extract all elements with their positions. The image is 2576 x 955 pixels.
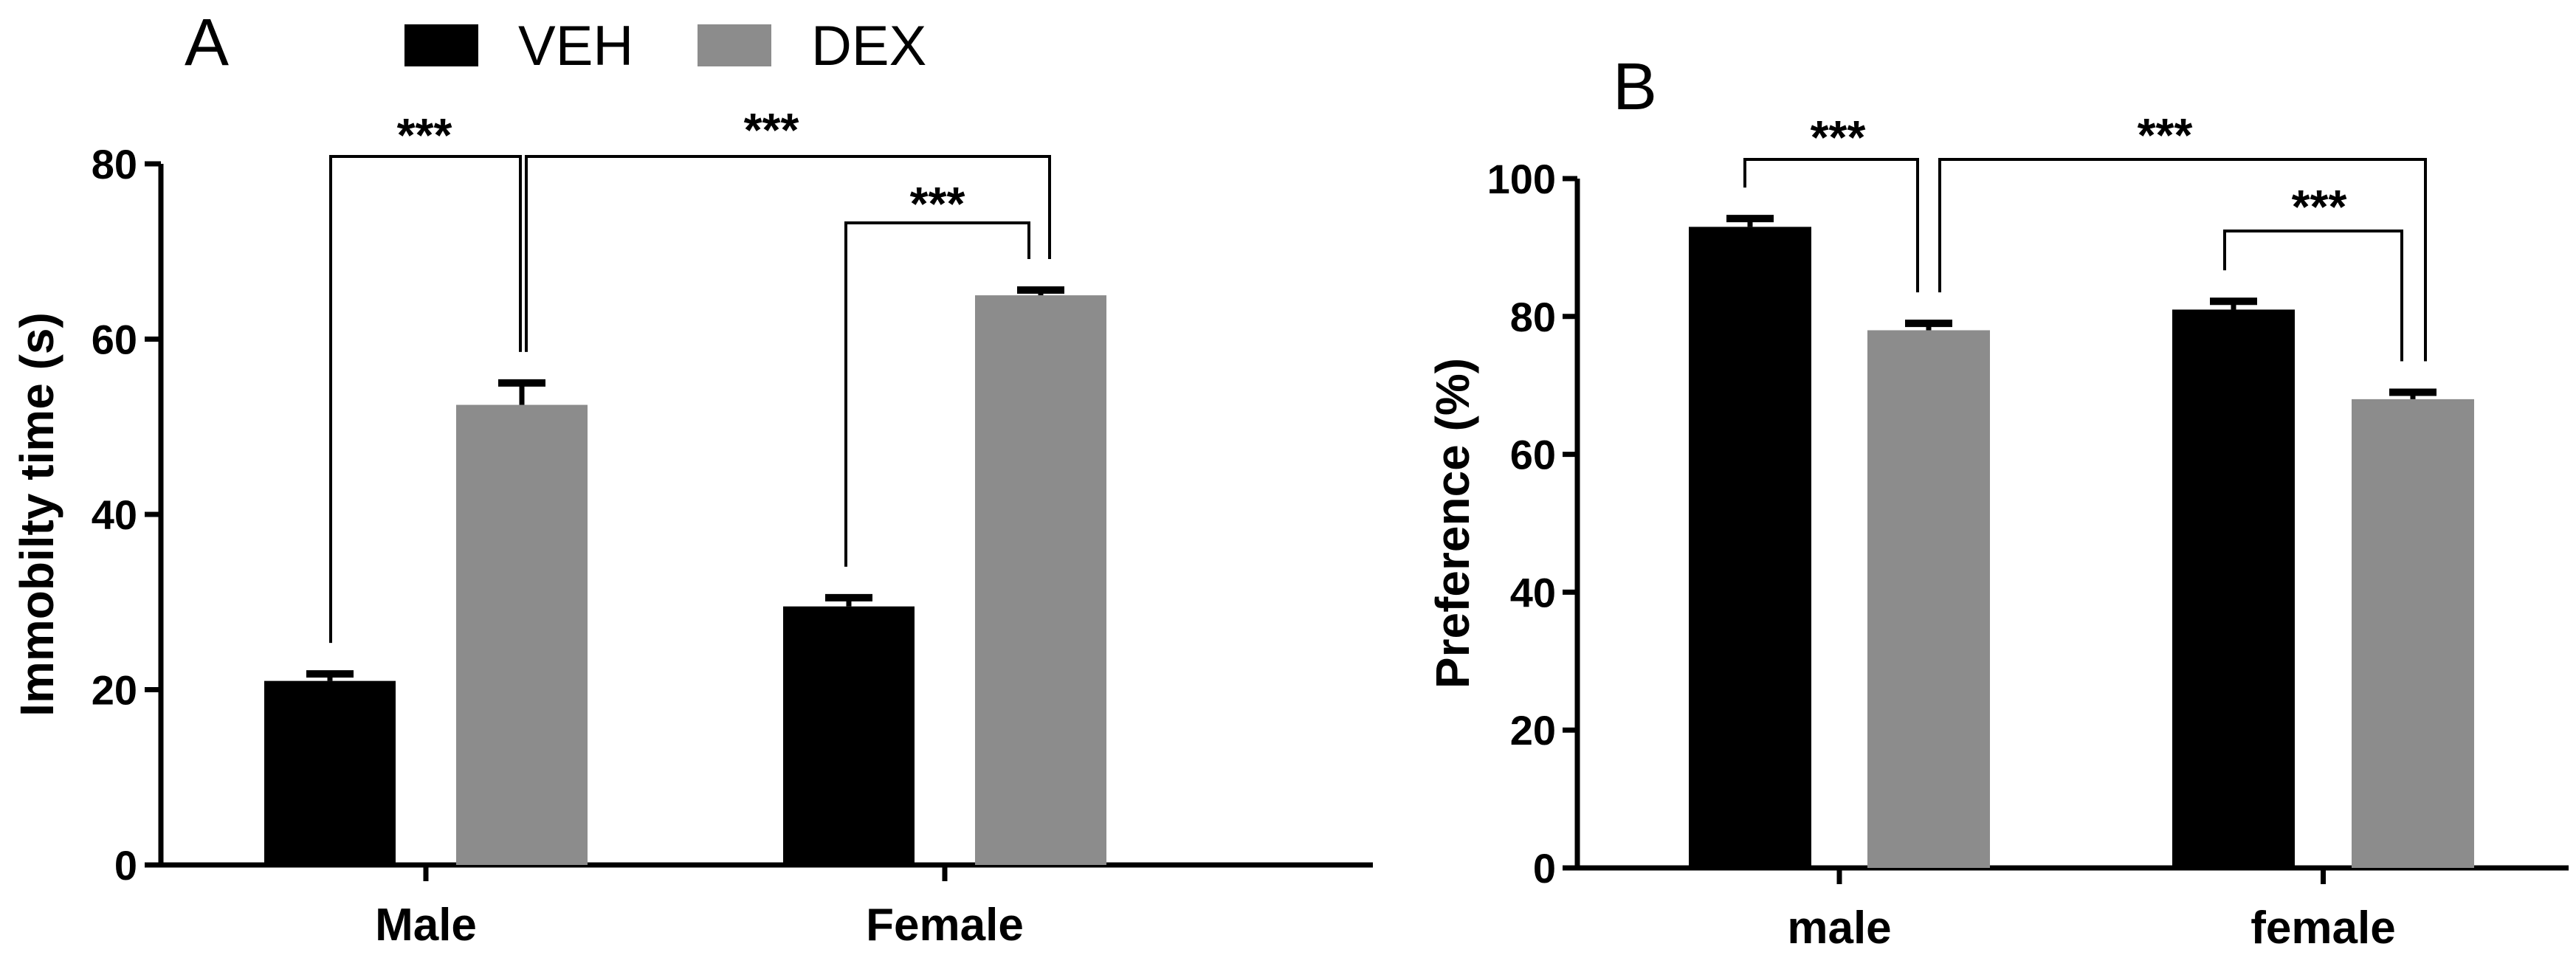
panel-a-significance-bracket — [525, 155, 1051, 352]
panel-b-bar-dex-male — [1867, 330, 1990, 869]
panel-a-y-tick-label: 20 — [92, 667, 137, 714]
panel-b-y-tick-label: 20 — [1510, 707, 1556, 754]
panel-b-significance-label: *** — [2138, 108, 2193, 162]
panel-b-significance-bracket — [1938, 158, 2427, 362]
panel-b-x-tick-label: female — [2250, 903, 2395, 954]
panel-b-y-tick-label: 60 — [1510, 432, 1556, 478]
panel-a-y-tick-label: 0 — [114, 842, 137, 889]
panel-b-y-axis-label: Preference (%) — [1426, 358, 1479, 689]
panel-a-chart: Immobilty time (s) 0 20 40 60 80 Male Female **… — [10, 103, 1373, 951]
panel-a-bar-veh-female — [783, 606, 915, 865]
panel-a-bar-dex-female — [975, 295, 1106, 865]
panel-a-bar-dex-male — [456, 404, 588, 865]
panel-b-y-tick-label: 80 — [1510, 294, 1556, 340]
panel-letter-a: A — [185, 6, 229, 80]
panel-b-significance-label: *** — [2292, 180, 2347, 233]
panel-a-x-tick-label: Female — [866, 900, 1024, 951]
panel-b-significance-bracket — [1743, 158, 1919, 293]
panel-a-y-tick-label: 40 — [92, 492, 137, 538]
legend: VEH DEX — [404, 15, 926, 77]
panel-b-y-tick-label: 100 — [1487, 156, 1556, 202]
panel-b-chart: Preference (%) 0 20 40 60 80 100 male female ***… — [1426, 108, 2569, 954]
panel-a-significance-label: *** — [397, 108, 452, 162]
panel-b-significance-label: *** — [1811, 111, 1866, 164]
panel-b-bar-veh-female — [2172, 309, 2295, 869]
legend-label-veh: VEH — [518, 15, 633, 77]
panel-a-significance-bracket — [329, 155, 522, 644]
panel-b-bar-veh-male — [1689, 227, 1811, 868]
panel-a-significance-bracket — [844, 221, 1030, 567]
panel-a-y-axis-label: Immobilty time (s) — [10, 312, 63, 717]
panel-a-y-tick-label: 60 — [92, 317, 137, 363]
panel-b-bar-dex-female — [2352, 399, 2474, 868]
panel-a-significance-label: *** — [744, 103, 799, 156]
panel-a-significance-label: *** — [910, 177, 965, 230]
legend-label-dex: DEX — [811, 15, 926, 77]
panel-letter-b: B — [1613, 50, 1657, 124]
panel-a-x-tick-label: Male — [375, 900, 477, 951]
panel-b-significance-bracket — [2223, 230, 2403, 362]
legend-swatch-veh — [404, 24, 478, 66]
panel-b-y-tick-label: 40 — [1510, 569, 1556, 616]
panel-a-y-tick-label: 80 — [92, 141, 137, 187]
panel-b-y-tick-label: 0 — [1533, 845, 1556, 892]
panel-a-bar-veh-male — [264, 680, 396, 865]
legend-swatch-dex — [698, 24, 771, 66]
panel-b-x-tick-label: male — [1787, 903, 1891, 954]
